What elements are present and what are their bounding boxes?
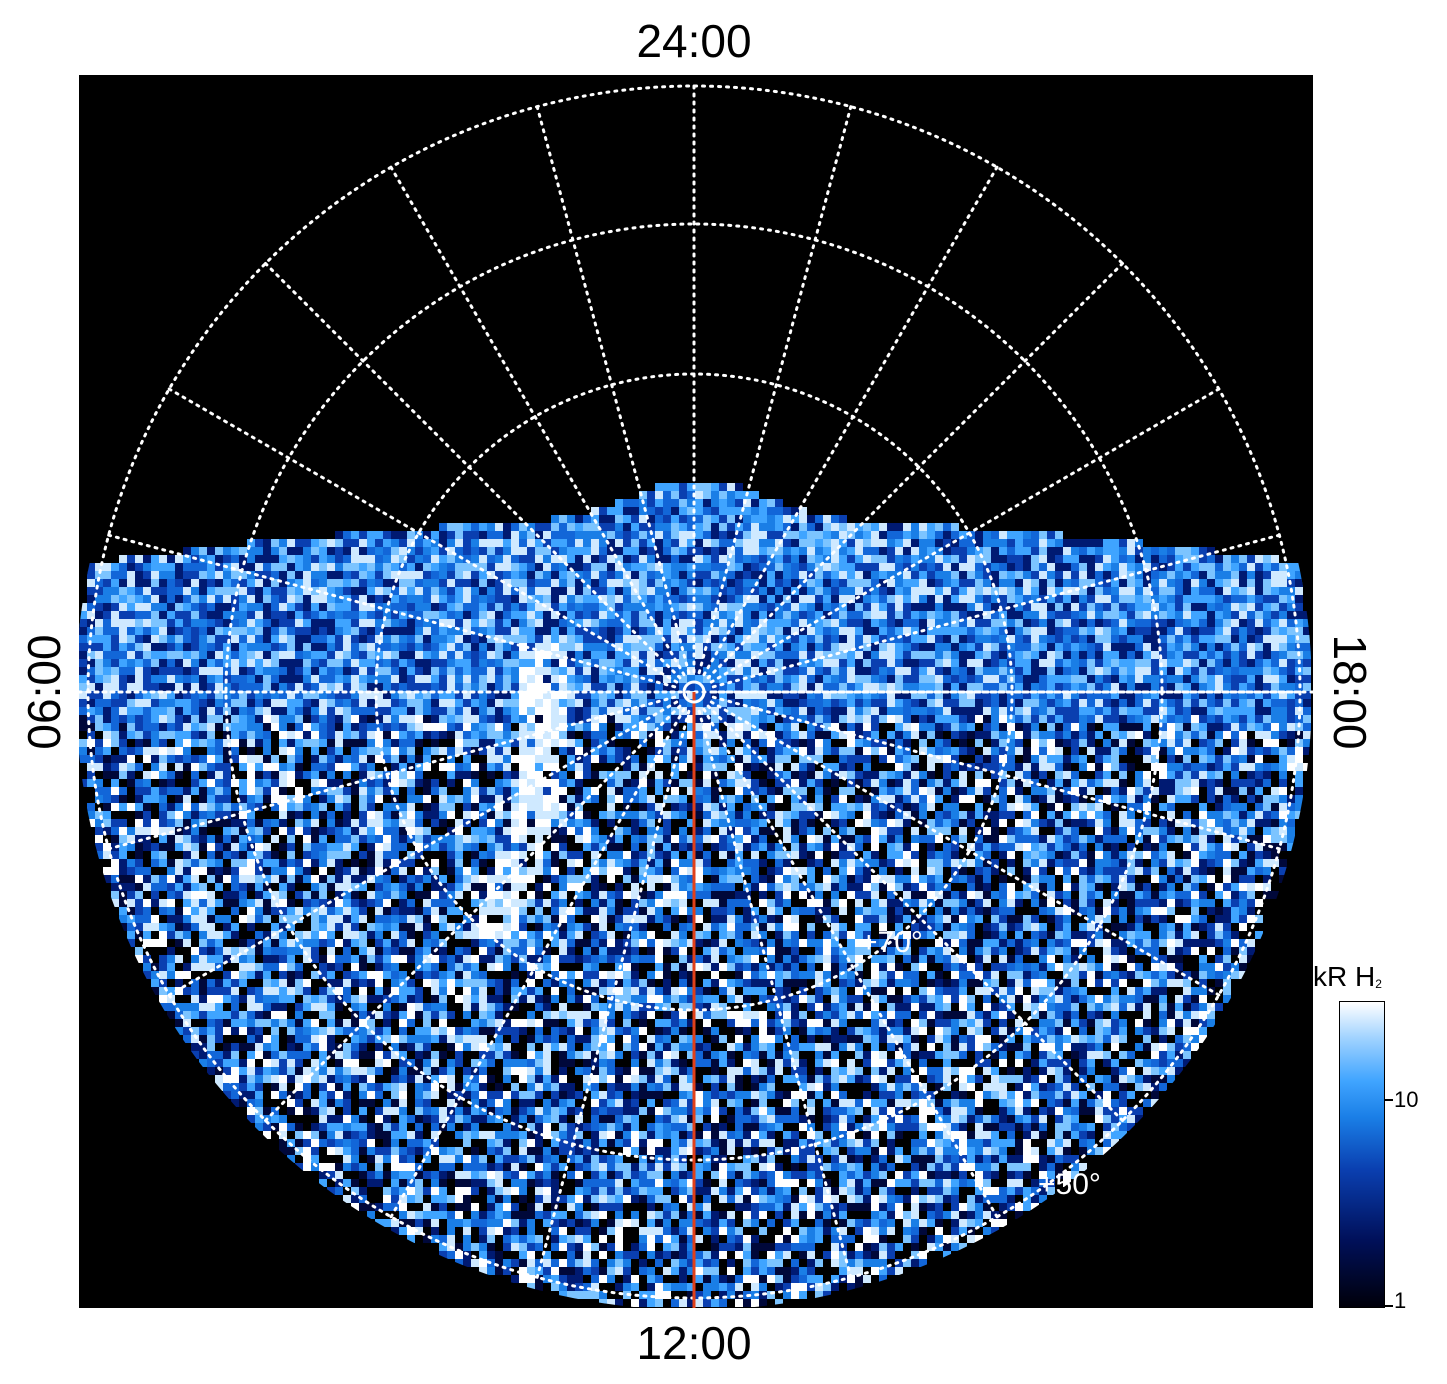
local-time-label-left: 06:00 <box>18 634 70 750</box>
polar-projection-image <box>79 75 1313 1308</box>
meridian-line <box>697 105 853 675</box>
colorbar-title-subscript: 2 <box>1375 977 1382 991</box>
meridian-line <box>167 387 679 684</box>
colorbar <box>1339 1001 1385 1308</box>
meridian-line <box>697 709 853 1279</box>
meridian-line <box>263 704 682 1123</box>
meridian-line <box>167 700 679 997</box>
meridian-line <box>709 387 1221 684</box>
meridian-line <box>711 533 1281 689</box>
meridian-line <box>389 165 686 677</box>
colorbar-title: kR H2 <box>1313 963 1382 991</box>
auroral-emission-layer <box>79 483 1311 1307</box>
meridian-line <box>702 165 999 677</box>
meridian-line <box>107 533 677 689</box>
meridian-line <box>706 261 1125 680</box>
meridian-line <box>389 707 686 1219</box>
colorbar-title-main: kR H <box>1313 961 1376 992</box>
colorbar-tick-1 <box>1385 1305 1393 1307</box>
latitude-label-50: +50° <box>1038 1168 1101 1201</box>
local-time-label-bottom: 12:00 <box>636 1317 752 1369</box>
meridian-line <box>263 261 682 680</box>
meridian-line <box>711 695 1281 851</box>
pole-marker <box>682 680 706 704</box>
meridian-line <box>702 707 999 1219</box>
meridian-line <box>535 709 691 1279</box>
meridian-line <box>107 695 677 851</box>
meridian-line <box>709 700 1221 997</box>
meridian-line <box>706 704 1125 1123</box>
local-time-label-right: 18:00 <box>1324 634 1376 750</box>
colorbar-tick-10 <box>1385 1099 1393 1101</box>
latitude-longitude-grid <box>79 84 1313 1300</box>
local-time-label-top: 24:00 <box>636 15 752 67</box>
meridian-line <box>535 105 691 675</box>
latitude-label-70: +70° <box>860 926 923 959</box>
colorbar-tick-label-10: 10 <box>1394 1087 1419 1112</box>
polar-image-frame <box>79 75 1313 1308</box>
colorbar-tick-label-1: 1 <box>1394 1288 1407 1313</box>
